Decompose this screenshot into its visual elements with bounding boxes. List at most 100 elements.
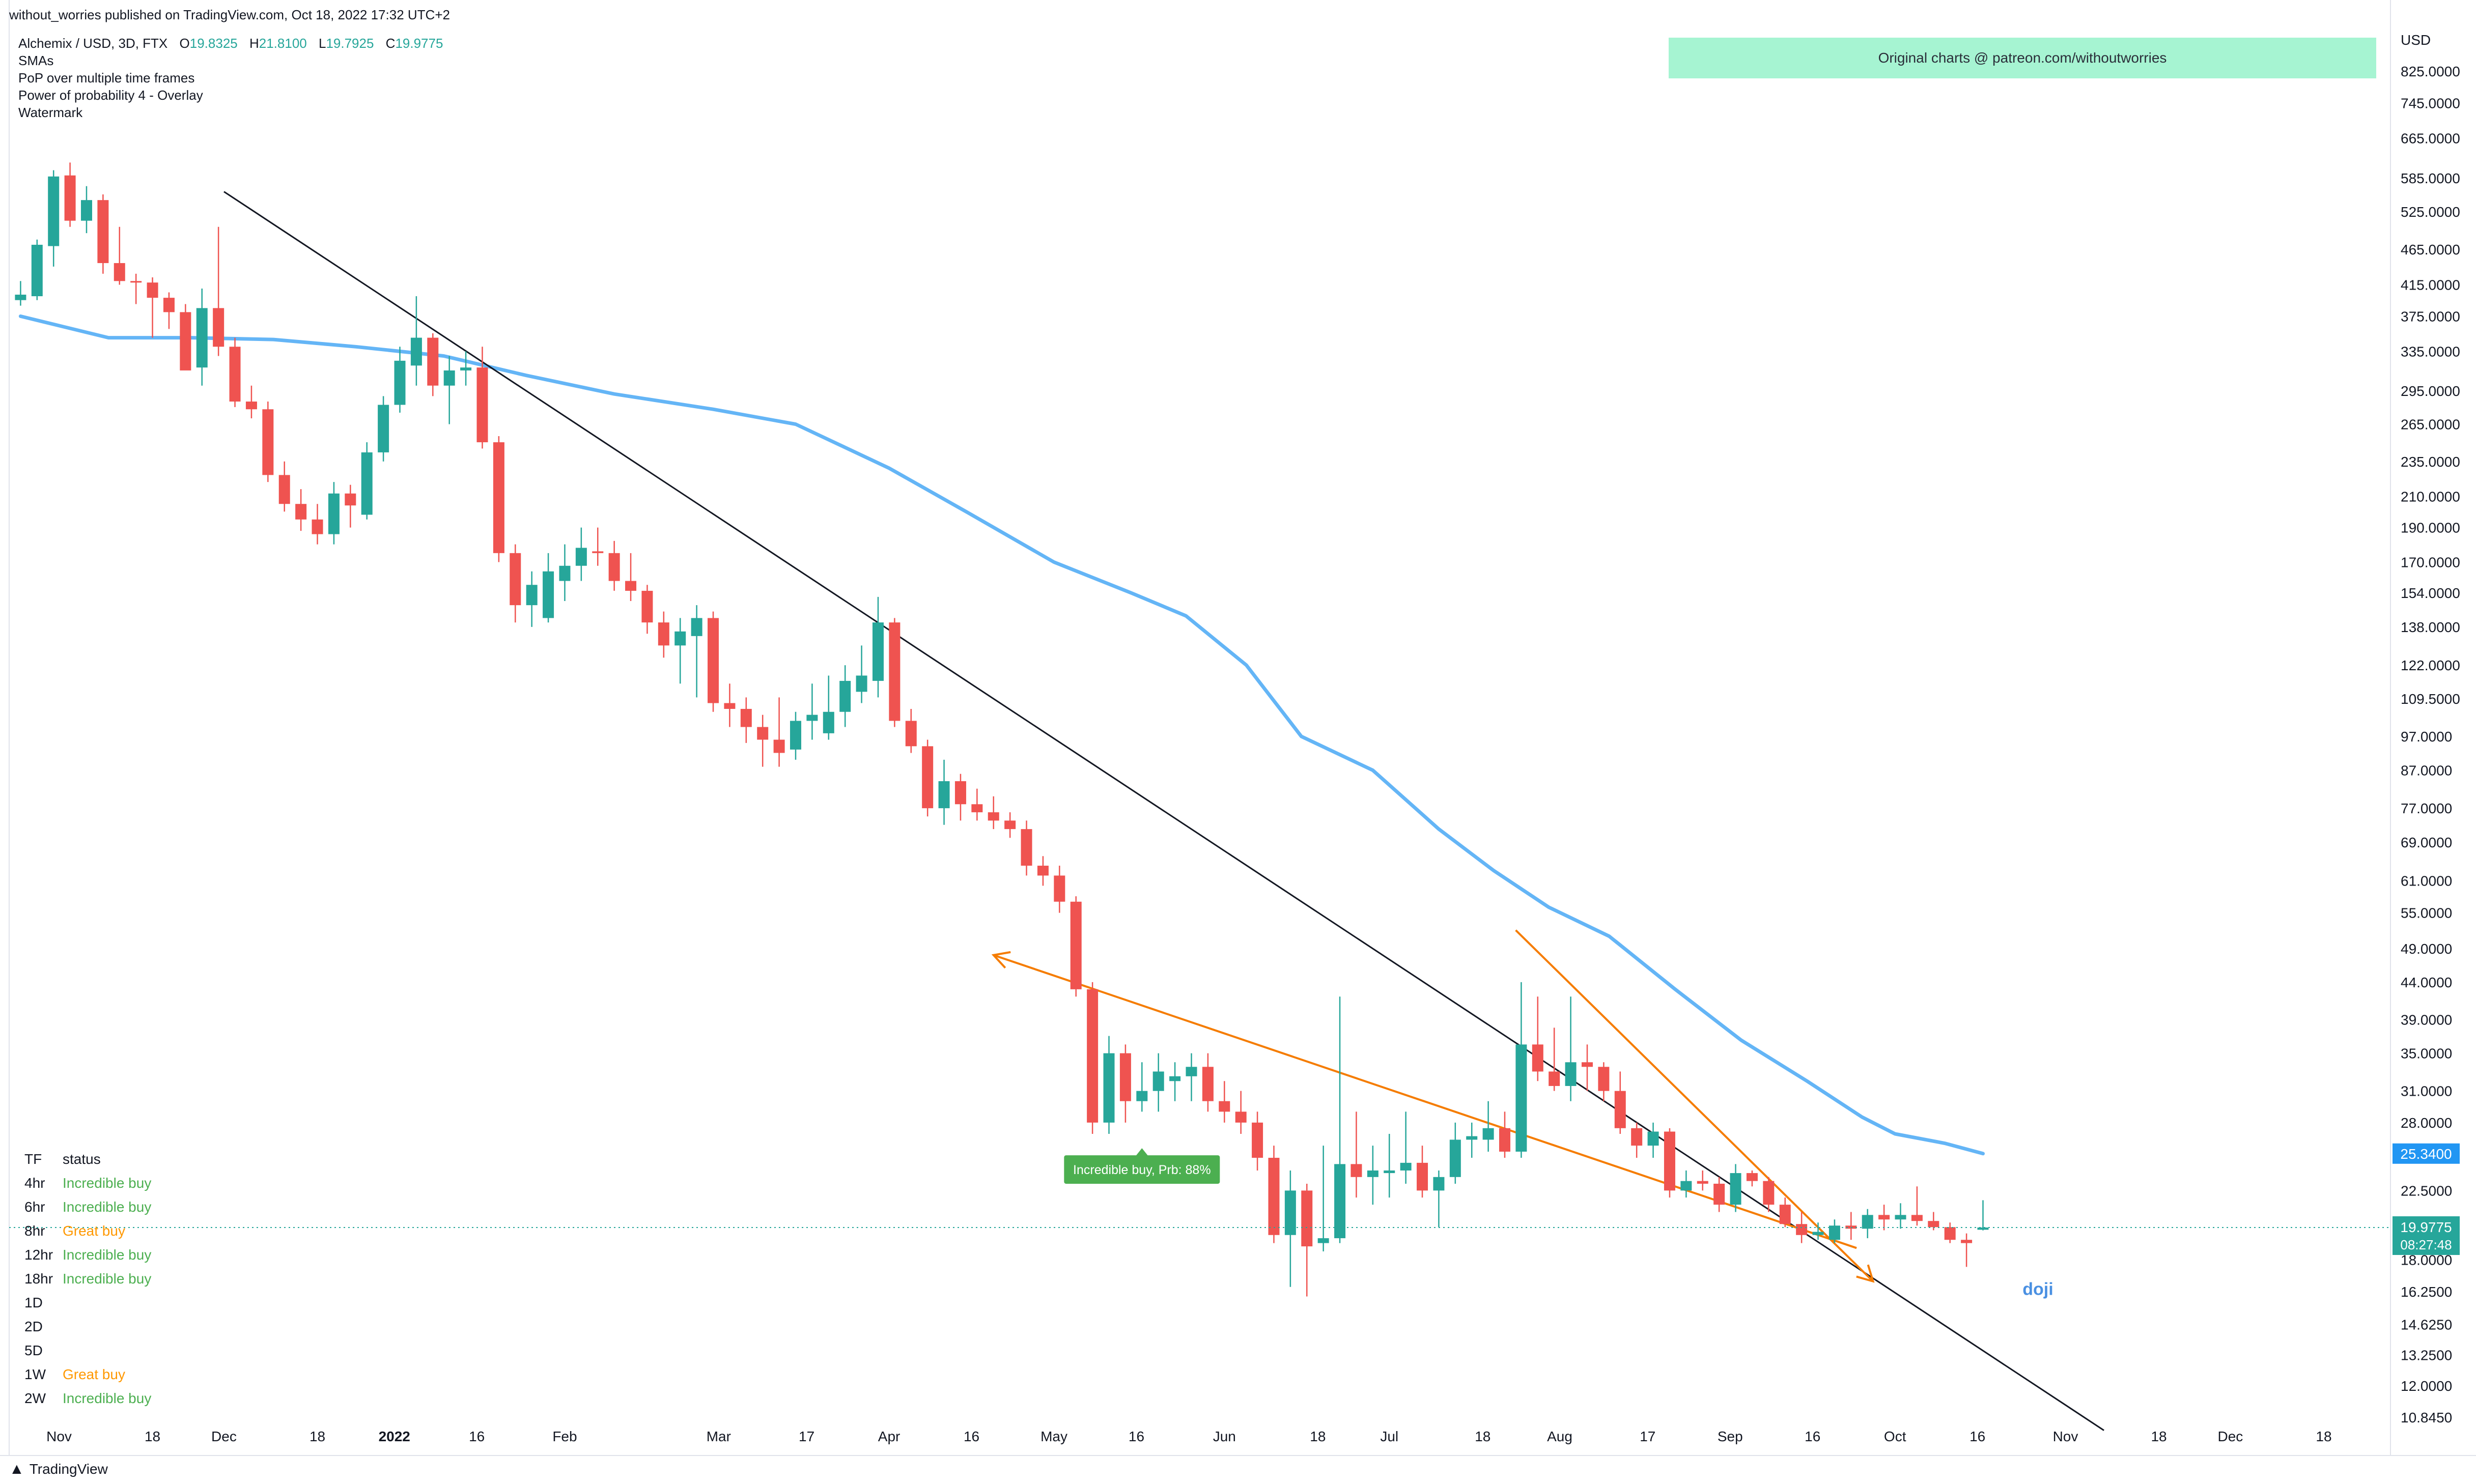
candle-body — [1367, 1170, 1378, 1177]
ohlc-close: C19.9775 — [385, 36, 443, 51]
candle-body — [1400, 1162, 1412, 1171]
candle — [229, 337, 241, 407]
candle-body — [1581, 1062, 1593, 1067]
trendline-support-ray[interactable] — [993, 954, 1857, 1249]
y-tick-label: 22.5000 — [2401, 1183, 2452, 1198]
candle — [1763, 1177, 1775, 1212]
candle-body — [262, 409, 274, 475]
candle-body — [163, 298, 175, 312]
candle — [872, 596, 884, 698]
x-axis: Nov 18 Dec 18 2022 16 Feb Mar 17 Apr 16 May 16 Jun 18 J… — [46, 1429, 2331, 1444]
candle — [1070, 896, 1082, 997]
candle-body — [1054, 875, 1065, 902]
candle — [1433, 1170, 1445, 1228]
candle-body — [823, 711, 834, 733]
candle — [510, 544, 521, 623]
indicator-power-of-probability[interactable]: Power of probability 4 - Overlay — [18, 88, 203, 103]
candle-body — [1697, 1181, 1708, 1184]
x-tick-label: 18 — [1310, 1429, 1326, 1444]
candle — [757, 715, 769, 767]
candle — [80, 186, 92, 234]
y-tick-label: 61.0000 — [2401, 873, 2452, 889]
tradingview-brand-text: TradingView — [29, 1461, 108, 1477]
status-table: TF status 4hr Incredible buy 6hr Incredible… — [24, 1147, 151, 1410]
annotation-layer: Incredible buy, Prb: 88% doji — [1064, 1148, 2053, 1299]
candle — [1449, 1122, 1461, 1184]
candle — [163, 292, 175, 329]
candle — [1367, 1146, 1378, 1205]
candle-body — [575, 548, 587, 566]
candle — [493, 436, 504, 562]
candle-body — [510, 553, 521, 606]
candle — [443, 356, 455, 424]
candle-body — [1746, 1173, 1758, 1181]
candle — [889, 618, 901, 727]
ohlc-open: O19.8325 — [179, 36, 238, 51]
status-row-18hr: 18hr Incredible buy — [24, 1271, 152, 1287]
status-row-1d: 1D — [24, 1295, 43, 1310]
candle — [658, 611, 669, 658]
candle — [1515, 982, 1527, 1158]
candle — [905, 708, 917, 753]
candle — [1136, 1062, 1148, 1112]
candle — [1169, 1062, 1181, 1101]
x-tick-label: 16 — [964, 1429, 979, 1444]
candle — [1614, 1071, 1626, 1134]
status-row-1w: 1W Great buy — [24, 1366, 125, 1382]
candle-body — [1070, 901, 1082, 989]
candle-body — [295, 504, 307, 520]
candle-body — [1614, 1091, 1626, 1128]
candle-body — [954, 781, 966, 805]
candle-body — [427, 337, 439, 386]
candle — [213, 226, 224, 356]
y-tick-label: 39.0000 — [2401, 1012, 2452, 1028]
candle — [1862, 1209, 1873, 1239]
candle-body — [312, 519, 323, 534]
candle-body — [476, 367, 488, 443]
candle-body — [410, 337, 422, 366]
y-tick-label: 415.0000 — [2401, 277, 2460, 293]
candle-body — [245, 402, 257, 410]
candle-body — [1466, 1136, 1478, 1140]
candle-body — [1499, 1128, 1511, 1152]
candle-body — [938, 781, 950, 809]
trendline-wedge-upper[interactable] — [1515, 929, 1874, 1282]
y-tick-label: 12.0000 — [2401, 1378, 2452, 1394]
x-tick-label: 16 — [469, 1429, 485, 1444]
indicator-pop[interactable]: PoP over multiple time frames — [18, 70, 195, 85]
y-tick-label: 154.0000 — [2401, 585, 2460, 601]
candle-body — [361, 452, 373, 515]
candle-body — [740, 708, 752, 727]
candle — [1004, 812, 1016, 838]
x-tick-label: Dec — [211, 1429, 237, 1444]
publisher-line: without_worries published on TradingView… — [9, 7, 450, 22]
candle-body — [1219, 1101, 1230, 1112]
candle-body — [1004, 820, 1016, 830]
candle-body — [1862, 1215, 1873, 1229]
x-tick-label: Nov — [46, 1429, 72, 1444]
candle — [1895, 1203, 1906, 1229]
candle — [1911, 1186, 1923, 1226]
candle-body — [757, 727, 769, 740]
candle — [1152, 1053, 1164, 1112]
watermark-banner: Original charts @ patreon.com/withoutwor… — [1669, 38, 2376, 78]
candle — [130, 273, 142, 304]
tf-header: TF — [24, 1151, 42, 1167]
candle — [856, 645, 867, 703]
x-tick-label: 16 — [1805, 1429, 1820, 1444]
candle — [278, 461, 290, 512]
tradingview-brand[interactable]: ▲ TradingView — [9, 1458, 108, 1481]
status-row-4hr: 4hr Incredible buy — [24, 1175, 152, 1191]
candle — [1202, 1053, 1214, 1112]
candle-body — [1730, 1173, 1741, 1205]
candle — [922, 739, 934, 817]
candle — [328, 482, 340, 545]
candle — [691, 605, 702, 698]
indicator-watermark[interactable]: Watermark — [18, 105, 83, 120]
x-tick-label: 2022 — [379, 1429, 410, 1444]
candle-body — [180, 312, 191, 370]
indicator-sma[interactable]: SMAs — [18, 53, 54, 68]
candle — [180, 304, 191, 370]
candle — [773, 697, 785, 767]
